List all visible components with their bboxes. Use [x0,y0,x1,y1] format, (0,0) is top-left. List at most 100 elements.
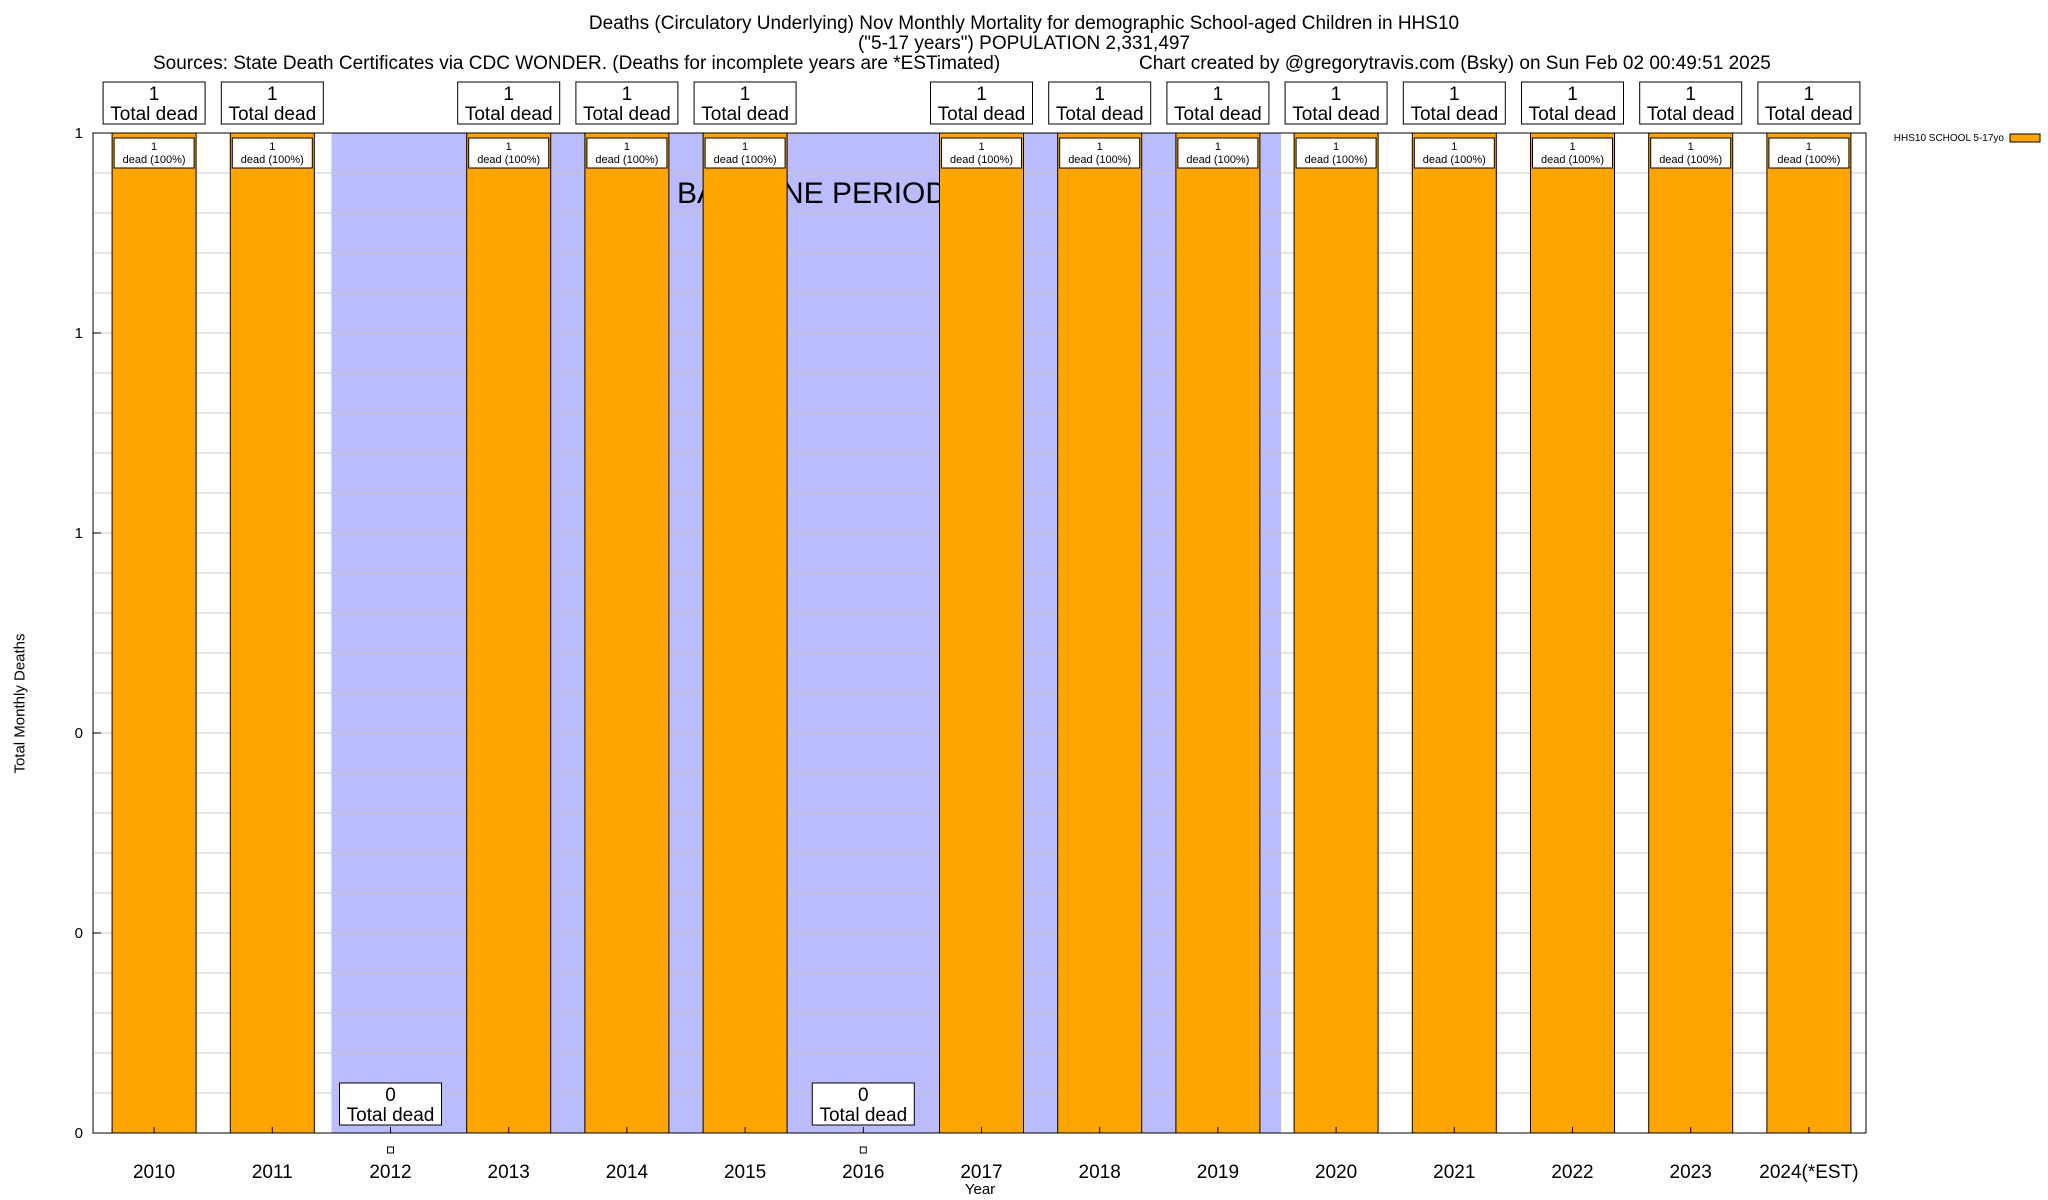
x-tick-label: 2021 [1433,1162,1475,1183]
total-label-text: Total dead [938,104,1026,125]
total-label-box [457,81,561,125]
segment-label-text: dead (100%) [477,154,540,166]
bar [584,132,670,1134]
segment-label-count: 1 [978,141,984,153]
segment-label-count: 1 [742,141,748,153]
zero-marker [387,1146,394,1154]
total-label-text: Total dead [1292,104,1380,125]
segment-label-box [468,137,550,169]
x-tick-label: 2019 [1197,1162,1239,1183]
segment-label-count: 1 [1097,141,1103,153]
segment-label-count: 1 [151,141,157,153]
chart-credit: Chart created by @gregorytravis.com (Bsk… [1139,53,1771,74]
segment-label-text: dead (100%) [1068,154,1131,166]
total-label-count: 1 [1567,84,1578,105]
segment-label-box [941,137,1022,169]
x-tick-label: 2012 [369,1162,411,1183]
total-label-box [693,81,797,125]
legend-swatch [2009,133,2041,143]
total-label-box [930,81,1033,125]
x-tick-label: 2022 [1551,1162,1593,1183]
total-label-box [1166,81,1270,125]
total-label-text: Total dead [1056,104,1144,125]
total-label-text: Total dead [1765,104,1853,125]
total-label-box [220,81,324,125]
bar [939,132,1024,1134]
total-label-text: Total dead [1647,104,1735,125]
x-tick-label: 2014 [606,1162,649,1183]
bar [1530,132,1615,1134]
total-label-count: 1 [1331,84,1342,105]
total-label-text: Total dead [465,104,553,125]
y-tick-label: 0 [75,1125,83,1142]
bar [1293,132,1379,1134]
segment-label-text: dead (100%) [950,154,1013,166]
x-tick-label: 2013 [488,1162,530,1183]
x-tick-label: 2020 [1315,1162,1357,1183]
total-label-count: 1 [1213,84,1224,105]
x-tick-label: 2010 [133,1162,175,1183]
x-tick-label: 2011 [252,1162,293,1183]
segment-label-text: dead (100%) [123,154,186,166]
segment-label-box [1177,137,1259,169]
chart-title-line1: Deaths (Circulatory Underlying) Nov Mont… [588,13,1460,34]
segment-label-text: dead (100%) [714,154,777,166]
bar [1648,132,1734,1134]
total-label-box [339,1082,442,1126]
total-label-box [1521,81,1624,125]
total-label-box [575,81,679,125]
x-tick-label: 2017 [960,1162,1002,1183]
segment-label-count: 1 [1215,141,1221,153]
bar [229,132,315,1134]
total-label-count: 1 [976,84,987,105]
y-tick-label: 0 [75,725,83,742]
bar [1411,132,1497,1134]
bar [1057,132,1143,1134]
segment-label-text: dead (100%) [1186,154,1249,166]
total-label-count: 0 [385,1085,396,1106]
total-label-count: 1 [1449,84,1460,105]
y-tick-label: 1 [75,525,83,542]
y-tick-label: 0 [75,925,83,942]
total-label-box [1402,81,1506,125]
total-label-count: 1 [1804,84,1815,105]
total-label-count: 1 [1685,84,1696,105]
y-tick-label: 1 [75,325,83,342]
segment-label-count: 1 [269,141,275,153]
total-label-text: Total dead [701,104,789,125]
total-label-text: Total dead [110,104,198,125]
segment-label-text: dead (100%) [1423,154,1486,166]
total-label-count: 0 [858,1085,869,1106]
segment-label-text: dead (100%) [1541,154,1604,166]
bar [1175,132,1261,1134]
total-label-count: 1 [149,84,160,105]
segment-label-count: 1 [1688,141,1694,153]
segment-label-count: 1 [1806,141,1812,153]
total-label-text: Total dead [1410,104,1498,125]
x-axis-label: Year [964,1181,996,1198]
total-label-text: Total dead [819,1105,907,1126]
segment-label-box [1650,137,1732,169]
segment-label-count: 1 [1451,141,1457,153]
legend-label: HHS10 SCHOOL 5-17yo [1894,133,2005,144]
chart-sources: Sources: State Death Certificates via CD… [153,53,1001,74]
segment-label-count: 1 [506,141,512,153]
y-axis-label: Total Monthly Deaths [11,633,29,774]
x-tick-label: 2018 [1079,1162,1121,1183]
total-label-count: 1 [503,84,514,105]
segment-label-text: dead (100%) [1659,154,1722,166]
segment-label-text: dead (100%) [1305,154,1368,166]
segment-label-box [586,137,668,169]
zero-marker [859,1146,867,1154]
segment-label-text: dead (100%) [595,154,658,166]
segment-label-box [1413,137,1495,169]
segment-label-text: dead (100%) [241,154,304,166]
bar [1766,132,1852,1134]
total-label-count: 1 [622,84,633,105]
bar [702,132,788,1134]
total-label-box [1284,81,1388,125]
segment-label-box [1768,137,1850,169]
total-label-text: Total dead [228,104,316,125]
segment-label-box [1295,137,1377,169]
